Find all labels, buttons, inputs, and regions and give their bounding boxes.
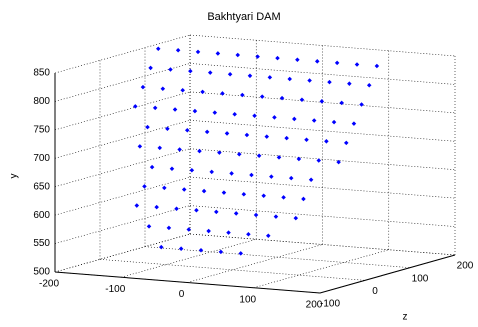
point: [215, 51, 221, 56]
point: [235, 52, 241, 58]
point: [351, 121, 357, 126]
x-tick-label: -200: [39, 279, 59, 290]
y-tick-label: 750: [33, 124, 50, 135]
point: [180, 88, 185, 93]
point: [200, 89, 205, 95]
point: [220, 91, 225, 96]
grid-line: [99, 259, 366, 281]
grid-line: [189, 63, 456, 85]
point: [195, 49, 201, 55]
x-axis: [54, 271, 321, 294]
z-tick-label: 100: [412, 273, 429, 284]
chart-title: Bakhtyari DAM: [207, 11, 280, 23]
point: [261, 193, 266, 199]
y-tick-label: 700: [33, 153, 50, 164]
x-tick-label: 0: [179, 289, 185, 300]
y-tick-label: 850: [33, 68, 50, 79]
point: [292, 116, 297, 122]
point: [316, 158, 322, 163]
point: [296, 156, 302, 162]
y-tick-label: 650: [33, 181, 50, 192]
point: [140, 84, 146, 90]
y-tick-label: 800: [33, 96, 50, 107]
z-tick-label: 200: [457, 261, 474, 272]
z-tick-label: -100: [320, 299, 340, 310]
point: [272, 115, 277, 120]
point: [160, 86, 166, 91]
z-axis-label: z: [403, 312, 408, 323]
x-tick-label: -100: [105, 284, 125, 295]
grid-line: [189, 119, 456, 142]
point: [240, 92, 245, 98]
grid-line: [189, 205, 456, 227]
point: [165, 126, 170, 131]
grid-line: [189, 233, 456, 256]
y-tick-label: 500: [33, 267, 50, 278]
point: [266, 233, 271, 239]
z-axis: [319, 254, 456, 294]
y-tick-label: 550: [33, 238, 50, 249]
y-axis-label: y: [9, 174, 20, 179]
point: [304, 137, 309, 142]
point: [284, 135, 289, 141]
grid-line: [189, 176, 456, 199]
point: [293, 215, 299, 221]
point: [331, 119, 337, 125]
grid-line: [189, 34, 456, 57]
y-tick-label: 600: [33, 210, 50, 221]
point: [273, 214, 279, 219]
z-tick-label: 0: [372, 286, 378, 297]
x-tick-label: 200: [306, 300, 323, 311]
grid-line: [144, 246, 411, 268]
x-tick-label: 100: [239, 294, 256, 305]
grid-line: [189, 148, 456, 171]
point: [311, 118, 317, 123]
